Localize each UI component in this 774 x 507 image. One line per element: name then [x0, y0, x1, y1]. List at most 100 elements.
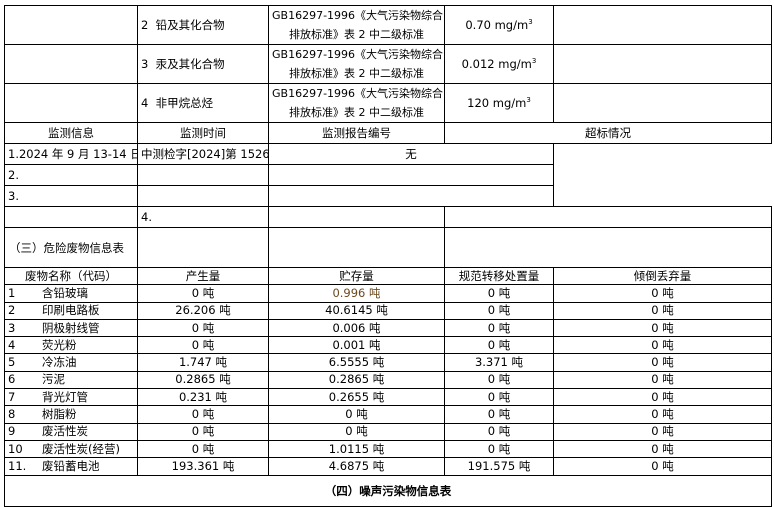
pollutant-name: 铅及其化合物 [155, 18, 225, 32]
hazardous-section-title: （三）危险废物信息表 [4, 227, 138, 268]
waste-stored: 0 吨 [268, 405, 445, 424]
waste-stored: 0.2655 吨 [268, 388, 445, 407]
waste-name: 阴极射线管 [42, 320, 100, 335]
waste-name-cell: 1 含铅玻璃 [4, 284, 138, 303]
waste-name: 背光灯管 [42, 389, 88, 404]
monitoring-row: 4. [4, 206, 772, 228]
monitoring-exceed: 无 [268, 143, 554, 165]
pollutant-limit: 0.70 mg/m3 [444, 5, 554, 45]
monitoring-label: 监测信息 [4, 122, 138, 144]
header-transferred: 规范转移处置量 [444, 266, 554, 286]
waste-row: 4 荧光粉 0 吨 0.001 吨 0 吨 0 吨 [4, 336, 772, 355]
waste-no: 7 [8, 389, 16, 404]
pollutant-name-cell: 2 铅及其化合物 [137, 5, 269, 45]
waste-no: 1 [8, 285, 16, 300]
pollutant-standard: GB16297-1996《大气污染物综合 排放标准》表 2 中二级标准 [268, 5, 445, 45]
waste-dumped: 0 吨 [553, 422, 772, 441]
waste-transferred: 0 吨 [444, 301, 554, 320]
waste-name: 树脂粉 [42, 407, 77, 422]
waste-name-cell: 2 印刷电路板 [4, 301, 138, 320]
waste-stored: 1.0115 吨 [268, 439, 445, 459]
waste-transferred: 3.371 吨 [444, 353, 554, 372]
waste-name-cell: 3 阴极射线管 [4, 318, 138, 338]
waste-dumped: 0 吨 [553, 318, 772, 338]
monitoring-time: 1.2024 年 9 月 13-14 日 [4, 143, 138, 165]
header-produced: 产生量 [137, 266, 269, 286]
waste-transferred: 0 吨 [444, 370, 554, 390]
waste-name: 废活性炭 [42, 424, 88, 439]
waste-transferred: 0 吨 [444, 318, 554, 338]
waste-name-cell: 5 冷冻油 [4, 353, 138, 372]
waste-transferred: 0 吨 [444, 336, 554, 355]
waste-stored: 0.006 吨 [268, 318, 445, 338]
waste-name-cell: 10 废活性炭(经营) [4, 439, 138, 459]
header-dumped: 倾倒丢弃量 [553, 266, 772, 286]
waste-stored: 40.6145 吨 [268, 301, 445, 320]
waste-no: 2 [8, 303, 16, 318]
monitoring-exceed [268, 185, 554, 207]
monitoring-header-row: 监测信息 监测时间 监测报告编号 超标情况 [4, 122, 772, 144]
waste-transferred: 0 吨 [444, 388, 554, 407]
waste-stored: 0.001 吨 [268, 336, 445, 355]
monitoring-time: 2. [4, 164, 138, 186]
pollutant-row: 2 铅及其化合物 GB16297-1996《大气污染物综合 排放标准》表 2 中二… [4, 5, 772, 45]
waste-row: 7 背光灯管 0.231 吨 0.2655 吨 0 吨 0 吨 [4, 388, 772, 407]
waste-name-cell: 6 污泥 [4, 370, 138, 390]
waste-row: 11. 废铅蓄电池 193.361 吨 4.6875 吨 191.575 吨 0 … [4, 457, 772, 476]
waste-produced: 26.206 吨 [137, 301, 269, 320]
waste-produced: 0 吨 [137, 422, 269, 441]
waste-name-cell: 8 树脂粉 [4, 405, 138, 424]
waste-dumped: 0 吨 [553, 284, 772, 303]
waste-no: 3 [8, 320, 16, 335]
waste-row: 6 污泥 0.2865 吨 0.2865 吨 0 吨 0 吨 [4, 370, 772, 390]
waste-header-row: 废物名称（代码） 产生量 贮存量 规范转移处置量 倾倒丢弃量 [4, 266, 772, 286]
waste-name: 污泥 [42, 372, 65, 387]
monitoring-exceed [444, 206, 772, 228]
waste-name-cell: 11. 废铅蓄电池 [4, 457, 138, 476]
waste-name: 废铅蓄电池 [42, 458, 100, 473]
monitoring-report: 中测检字[2024]第 1526 号 [137, 143, 269, 165]
monitoring-report [137, 164, 269, 186]
monitoring-exceed [268, 164, 554, 186]
waste-row: 1 含铅玻璃 0 吨 0.996 吨 0 吨 0 吨 [4, 284, 772, 303]
waste-transferred: 0 吨 [444, 405, 554, 424]
waste-dumped: 0 吨 [553, 353, 772, 372]
pollutant-name-cell: 4 非甲烷总烃 [137, 83, 269, 123]
pollution-info-table: 2 铅及其化合物 GB16297-1996《大气污染物综合 排放标准》表 2 中二… [4, 5, 772, 507]
waste-produced: 193.361 吨 [137, 457, 269, 476]
pollutant-name: 非甲烷总烃 [155, 96, 214, 110]
waste-no: 6 [8, 372, 16, 387]
waste-produced: 0.2865 吨 [137, 370, 269, 390]
waste-stored: 6.5555 吨 [268, 353, 445, 372]
waste-transferred: 0 吨 [444, 284, 554, 303]
waste-produced: 0 吨 [137, 439, 269, 459]
waste-produced: 0 吨 [137, 318, 269, 338]
pollutant-row: 4 非甲烷总烃 GB16297-1996《大气污染物综合 排放标准》表 2 中二级… [4, 83, 772, 123]
hazardous-section-row: （三）危险废物信息表 [4, 227, 772, 268]
waste-dumped: 0 吨 [553, 388, 772, 407]
waste-produced: 0.231 吨 [137, 388, 269, 407]
waste-name: 含铅玻璃 [42, 285, 88, 300]
header-waste-name: 废物名称（代码） [4, 266, 138, 286]
waste-dumped: 0 吨 [553, 301, 772, 320]
waste-name: 印刷电路板 [42, 303, 100, 318]
monitoring-report [137, 185, 269, 207]
waste-dumped: 0 吨 [553, 457, 772, 476]
pollutant-row: 3 汞及其化合物 GB16297-1996《大气污染物综合 排放标准》表 2 中二… [4, 44, 772, 84]
monitoring-row: 3. [4, 185, 772, 207]
waste-row: 2 印刷电路板 26.206 吨 40.6145 吨 0 吨 0 吨 [4, 301, 772, 320]
waste-no: 8 [8, 407, 16, 422]
waste-produced: 0 吨 [137, 284, 269, 303]
waste-no: 11. [8, 458, 27, 473]
waste-no: 10 [8, 441, 23, 456]
header-stored: 贮存量 [268, 266, 445, 286]
waste-name-cell: 7 背光灯管 [4, 388, 138, 407]
waste-produced: 0 吨 [137, 336, 269, 355]
waste-transferred: 0 吨 [444, 422, 554, 441]
pollutant-index: 3 [141, 57, 149, 71]
waste-row: 10 废活性炭(经营) 0 吨 1.0115 吨 0 吨 0 吨 [4, 439, 772, 459]
waste-no: 4 [8, 337, 16, 352]
waste-transferred: 0 吨 [444, 439, 554, 459]
pollutant-standard: GB16297-1996《大气污染物综合 排放标准》表 2 中二级标准 [268, 83, 445, 123]
header-exceed-status: 超标情况 [444, 122, 772, 144]
